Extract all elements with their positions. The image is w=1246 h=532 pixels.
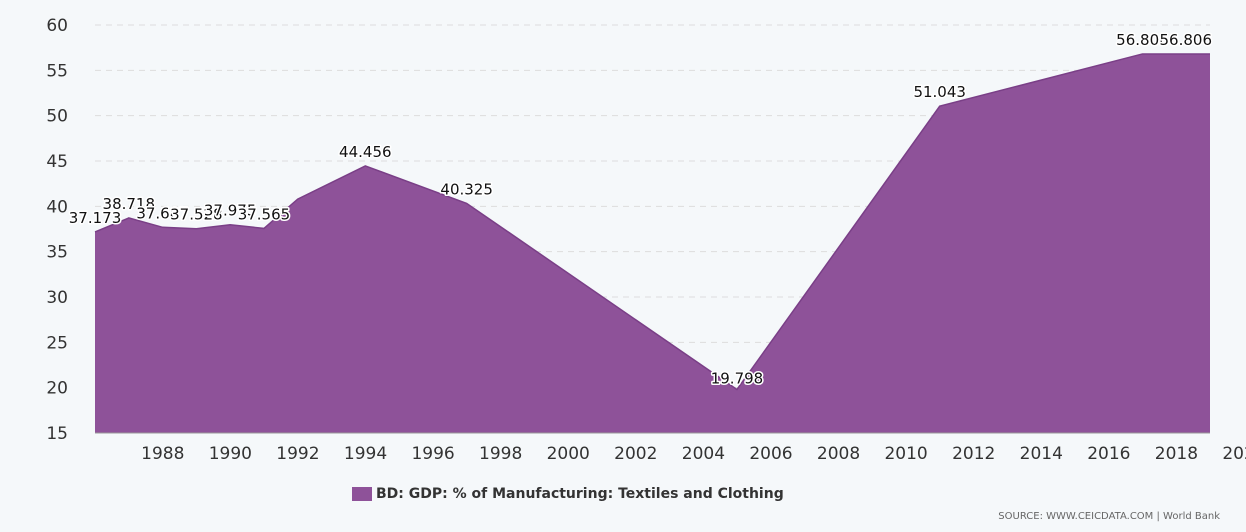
y-tick-label: 60: [46, 16, 68, 36]
data-label: 56.806: [1116, 31, 1169, 49]
y-tick-label: 55: [46, 61, 68, 81]
y-tick-label: 35: [46, 243, 68, 263]
x-tick-label: 2010: [884, 444, 927, 464]
data-label: 51.043: [913, 83, 966, 101]
x-axis: 1988 1990 1992 1994 1996 1998 2000 2002 2004 2006…: [141, 444, 1246, 464]
x-tick-label: 1998: [479, 444, 522, 464]
data-label: 37.975: [204, 202, 257, 220]
y-tick-label: 50: [46, 107, 68, 127]
legend-swatch: [352, 487, 372, 501]
x-tick-label: 2002: [614, 444, 657, 464]
series-area: [95, 53, 1210, 434]
y-axis: 15 20 25 30 35 40 45 50 55 60: [46, 16, 68, 444]
data-label: 38.718: [103, 195, 156, 213]
data-label: 40.325: [440, 180, 493, 198]
data-label: 37.565: [238, 205, 291, 223]
x-tick-label: 2004: [682, 444, 725, 464]
data-label: 44.456: [339, 143, 392, 161]
x-tick-label: 1992: [276, 444, 319, 464]
source-note: SOURCE: WWW.CEICDATA.COM | World Bank: [998, 511, 1220, 522]
x-tick-label: 2006: [749, 444, 792, 464]
y-tick-label: 45: [46, 152, 68, 172]
data-label: 37.528: [170, 206, 223, 224]
y-tick-label: 20: [46, 379, 68, 399]
data-label: 19.798: [711, 369, 764, 387]
plot-area: [94, 53, 1210, 434]
x-tick-label: 2012: [952, 444, 995, 464]
data-label: 56.806: [1160, 31, 1213, 49]
x-tick-label: 1994: [344, 444, 387, 464]
legend-item[interactable]: BD: GDP: % of Manufacturing: Textiles an…: [352, 486, 784, 502]
y-tick-label: 25: [46, 333, 68, 353]
series-line: [94, 53, 1210, 391]
legend-label: BD: GDP: % of Manufacturing: Textiles an…: [376, 486, 784, 502]
x-tick-label: 1990: [209, 444, 252, 464]
x-tick-label: 2014: [1020, 444, 1063, 464]
x-tick-label: 2018: [1155, 444, 1198, 464]
data-label: 37.687: [136, 204, 189, 222]
x-tick-label: 2016: [1087, 444, 1130, 464]
x-tick-label: 2008: [817, 444, 860, 464]
y-tick-label: 30: [46, 288, 68, 308]
data-label: 37.173: [69, 209, 122, 227]
y-tick-label: 40: [46, 197, 68, 217]
y-tick-label: 15: [46, 424, 68, 444]
x-tick-label: 1996: [411, 444, 454, 464]
x-tick-label: 2020: [1222, 444, 1246, 464]
x-tick-label: 1988: [141, 444, 184, 464]
x-tick-label: 2000: [547, 444, 590, 464]
